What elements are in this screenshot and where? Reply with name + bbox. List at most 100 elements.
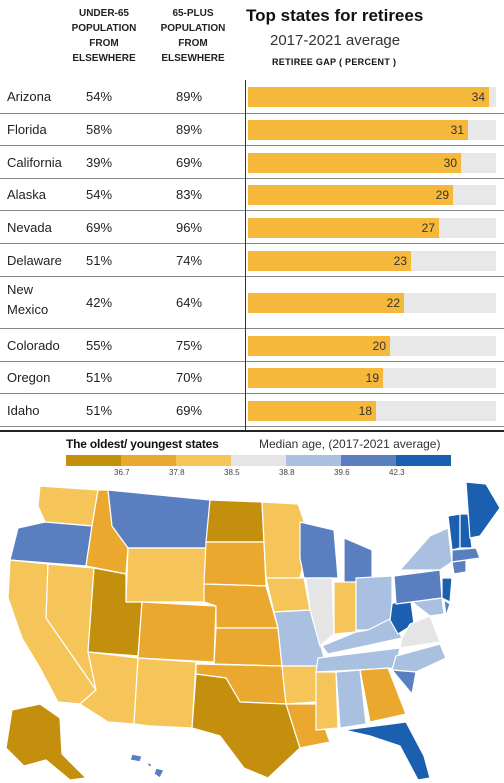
bar-track: 31 bbox=[248, 120, 496, 140]
table-row: Alaska 54% 83% 29 bbox=[0, 179, 504, 211]
state-wisconsin bbox=[299, 521, 339, 579]
state-maine bbox=[465, 481, 501, 539]
state-maryland bbox=[411, 597, 445, 617]
legend-swatch bbox=[286, 455, 341, 466]
plus65-value: 96% bbox=[176, 219, 203, 235]
state-north-dakota bbox=[205, 499, 265, 543]
bar-value-label: 23 bbox=[393, 253, 407, 268]
legend-swatch bbox=[396, 455, 451, 466]
state-new-jersey bbox=[441, 577, 453, 603]
legend-swatch bbox=[121, 455, 176, 466]
table-row: Florida 58% 89% 31 bbox=[0, 114, 504, 146]
plus65-value: 83% bbox=[176, 187, 203, 202]
state-washington bbox=[37, 485, 99, 527]
under65-value: 51% bbox=[86, 370, 113, 385]
table-divider-line bbox=[245, 80, 246, 430]
bar-value-label: 20 bbox=[372, 338, 386, 353]
bar-track: 29 bbox=[248, 185, 496, 205]
state-new-mexico bbox=[133, 657, 197, 729]
bar-track: 27 bbox=[248, 217, 496, 238]
under65-value: 55% bbox=[86, 337, 113, 353]
state-mississippi bbox=[315, 671, 339, 731]
retiree-gap-bar bbox=[248, 87, 489, 107]
state-colorado bbox=[137, 601, 217, 663]
bar-track: 30 bbox=[248, 152, 496, 173]
state-name: Nevada bbox=[7, 219, 52, 235]
retiree-gap-bar bbox=[248, 293, 404, 313]
retiree-gap-bar bbox=[248, 368, 383, 388]
under65-value: 51% bbox=[86, 402, 113, 418]
state-name: Oregon bbox=[7, 370, 51, 385]
state-alabama bbox=[335, 669, 367, 729]
under65-value: 54% bbox=[86, 187, 113, 202]
chart-title: Top states for retirees bbox=[246, 6, 424, 25]
state-georgia bbox=[359, 667, 407, 723]
plus65-value: 74% bbox=[176, 252, 203, 268]
state-south-dakota bbox=[203, 541, 267, 587]
legend-tick-label: 38.8 bbox=[279, 468, 295, 477]
table-row: Nevada 69% 96% 27 bbox=[0, 211, 504, 244]
bar-value-label: 27 bbox=[421, 220, 435, 235]
bar-track: 18 bbox=[248, 400, 496, 421]
state-alaska bbox=[5, 703, 87, 781]
under65-value: 58% bbox=[86, 122, 113, 137]
bar-value-label: 29 bbox=[435, 188, 449, 202]
plus65-value: 89% bbox=[176, 122, 203, 137]
retiree-gap-bar bbox=[248, 250, 411, 271]
retiree-gap-bar bbox=[248, 400, 376, 421]
retiree-gap-bar bbox=[248, 217, 439, 238]
table-row: Colorado 55% 75% 20 bbox=[0, 329, 504, 362]
table-row: California 39% 69% 30 bbox=[0, 146, 504, 179]
bar-value-label: 19 bbox=[365, 371, 379, 385]
chart-subtitle: 2017-2021 average bbox=[270, 32, 401, 49]
legend-tick-label: 42.3 bbox=[389, 468, 405, 477]
legend-tick-label: 36.7 bbox=[114, 468, 130, 477]
bar-value-label: 34 bbox=[471, 90, 485, 104]
table-row: Arizona 54% 89% 34 bbox=[0, 80, 504, 114]
gap-axis-label: RETIREE GAP ( PERCENT ) bbox=[272, 57, 397, 67]
state-new-york bbox=[399, 527, 453, 571]
state-name: Delaware bbox=[7, 252, 62, 268]
legend-tick-label: 39.6 bbox=[334, 468, 350, 477]
state-kansas bbox=[213, 627, 283, 667]
plus65-value: 70% bbox=[176, 370, 203, 385]
legend-swatch bbox=[231, 455, 286, 466]
state-south-carolina bbox=[391, 669, 417, 695]
state-hawaii bbox=[129, 753, 165, 779]
legend-tick-label: 38.5 bbox=[224, 468, 240, 477]
table-row: New Mexico 42% 64% 22 bbox=[0, 277, 504, 329]
plus65-value: 64% bbox=[176, 295, 203, 310]
retiree-gap-bar bbox=[248, 120, 468, 140]
under65-value: 39% bbox=[86, 154, 113, 170]
us-map bbox=[5, 481, 501, 781]
map-subtitle: Median age, (2017-2021 average) bbox=[259, 437, 441, 451]
under65-value: 51% bbox=[86, 252, 113, 268]
state-name: Arizona bbox=[7, 89, 52, 104]
state-iowa bbox=[265, 577, 311, 613]
state-name: Colorado bbox=[7, 337, 60, 353]
state-north-carolina bbox=[391, 643, 447, 673]
plus65-value: 69% bbox=[176, 402, 203, 418]
retiree-gap-bar bbox=[248, 152, 461, 173]
plus65-value: 75% bbox=[176, 337, 203, 353]
retiree-gap-bar bbox=[248, 185, 453, 205]
bar-value-label: 31 bbox=[450, 123, 464, 137]
bar-value-label: 30 bbox=[443, 155, 457, 170]
under65-value: 54% bbox=[86, 89, 113, 104]
state-name: Idaho bbox=[7, 402, 40, 418]
bar-value-label: 18 bbox=[358, 403, 372, 418]
state-name: New Mexico bbox=[7, 282, 49, 317]
table-row: Idaho 51% 69% 18 bbox=[0, 394, 504, 427]
state-name: Alaska bbox=[7, 187, 47, 202]
plus65-column-header: 65-PLUS POPULATION FROM ELSEWHERE bbox=[160, 8, 226, 64]
state-virginia bbox=[399, 615, 441, 649]
bar-value-label: 22 bbox=[386, 296, 400, 310]
under65-value: 69% bbox=[86, 219, 113, 235]
legend-swatch bbox=[341, 455, 396, 466]
legend-swatch bbox=[176, 455, 231, 466]
state-illinois bbox=[305, 577, 335, 647]
table-row: Delaware 51% 74% 23 bbox=[0, 244, 504, 277]
state-massachusetts bbox=[451, 547, 481, 563]
plus65-value: 69% bbox=[176, 154, 203, 170]
bar-track: 20 bbox=[248, 335, 496, 356]
